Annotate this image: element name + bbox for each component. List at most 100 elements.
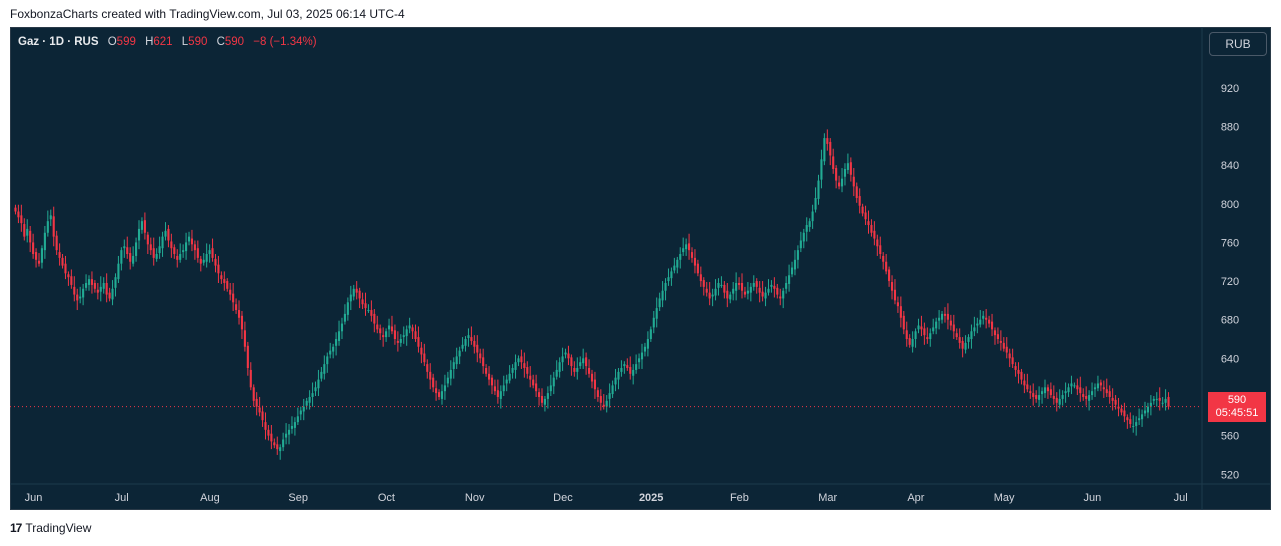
candle-body — [823, 138, 826, 162]
candle-body — [220, 275, 223, 280]
candle-body — [829, 141, 832, 156]
candle-body — [32, 242, 35, 255]
candle-body — [929, 333, 932, 340]
candle-body — [840, 178, 844, 187]
y-tick-label: 800 — [1221, 199, 1239, 211]
candle-body — [764, 292, 767, 299]
candle-body — [817, 180, 820, 199]
candle-body — [67, 274, 70, 278]
candle-body — [561, 356, 564, 363]
candle-body — [279, 447, 282, 452]
candle-body — [29, 230, 32, 243]
candle-body — [735, 282, 738, 291]
candle-body — [46, 221, 49, 233]
candle-body — [749, 286, 752, 293]
candle-body — [176, 255, 179, 260]
candle-body — [355, 288, 358, 293]
candle-body — [690, 252, 694, 258]
y-tick-label: 680 — [1221, 315, 1239, 327]
candle-body — [999, 340, 1002, 343]
candle-body — [693, 257, 697, 266]
candle-body — [226, 281, 229, 289]
candle-body — [105, 282, 108, 295]
candle-body — [673, 265, 676, 271]
candle-body — [1058, 398, 1061, 405]
candle-body — [990, 321, 994, 330]
candle-body — [917, 325, 920, 330]
candle-body — [570, 357, 573, 367]
candle-body — [1105, 389, 1108, 394]
candle-body — [1064, 391, 1067, 394]
candle-body — [208, 250, 211, 255]
candle-body — [755, 281, 758, 287]
candle-body — [255, 398, 258, 407]
candle-body — [185, 242, 188, 252]
candle-body — [114, 277, 117, 288]
candle-body — [640, 352, 644, 360]
high-label: H — [145, 36, 154, 48]
candle-body — [149, 244, 152, 251]
open-value: 599 — [116, 36, 136, 48]
candle-body — [902, 315, 905, 330]
candle-body — [876, 239, 879, 247]
candle-body — [1152, 398, 1155, 401]
candle-body — [1132, 425, 1135, 427]
candle-body — [367, 310, 370, 312]
candle-body — [305, 400, 308, 406]
candle-body — [329, 350, 332, 355]
candle-body — [1002, 342, 1005, 349]
candle-body — [487, 373, 491, 380]
candle-body — [552, 377, 555, 387]
candle-body — [614, 377, 617, 385]
currency-button[interactable]: RUB — [1209, 32, 1267, 56]
candle-body — [882, 255, 885, 262]
candle-body — [993, 330, 997, 336]
candle-body — [417, 337, 420, 347]
candle-body — [52, 216, 55, 237]
candle-body — [223, 279, 226, 283]
candle-body — [1073, 385, 1076, 387]
candle-body — [285, 433, 288, 438]
candle-body — [267, 429, 270, 436]
candle-body — [232, 293, 235, 303]
tradingview-brand[interactable]: 17 TradingView — [10, 521, 91, 535]
candle-body — [1038, 395, 1041, 400]
candle-body — [996, 334, 999, 340]
candle-body — [608, 393, 611, 399]
x-tick-label: Aug — [200, 492, 220, 504]
candle-body — [738, 282, 741, 285]
candle-body — [287, 429, 291, 435]
candle-body — [776, 287, 779, 295]
candle-body — [243, 330, 246, 347]
candle-body — [658, 298, 661, 308]
candle-body — [779, 296, 782, 299]
candle-body — [373, 313, 376, 324]
candle-body — [858, 196, 861, 206]
low-label: L — [181, 36, 189, 48]
candle-body — [796, 250, 799, 260]
candle-body — [617, 371, 620, 380]
candle-body — [729, 294, 732, 300]
candle-body — [1093, 387, 1097, 390]
candle-body — [440, 391, 444, 399]
candle-body — [17, 211, 20, 218]
candle-body — [802, 232, 805, 242]
candlestick-chart[interactable]: 520560600640680720760800840880920960JunJ… — [10, 27, 1271, 510]
candle-body — [137, 228, 141, 241]
candle-body — [461, 344, 464, 349]
candle-body — [626, 365, 629, 368]
candle-body — [655, 308, 658, 319]
candle-body — [661, 290, 664, 301]
candle-body — [576, 367, 579, 372]
candle-body — [985, 317, 988, 320]
candle-body — [740, 282, 744, 291]
candle-body — [40, 248, 44, 263]
candle-body — [435, 388, 438, 394]
candle-body — [252, 387, 255, 401]
candle-body — [326, 356, 329, 365]
candle-body — [490, 377, 494, 386]
candle-body — [1149, 402, 1152, 407]
candle-body — [543, 398, 546, 405]
candle-body — [270, 433, 273, 442]
candle-body — [726, 290, 729, 299]
